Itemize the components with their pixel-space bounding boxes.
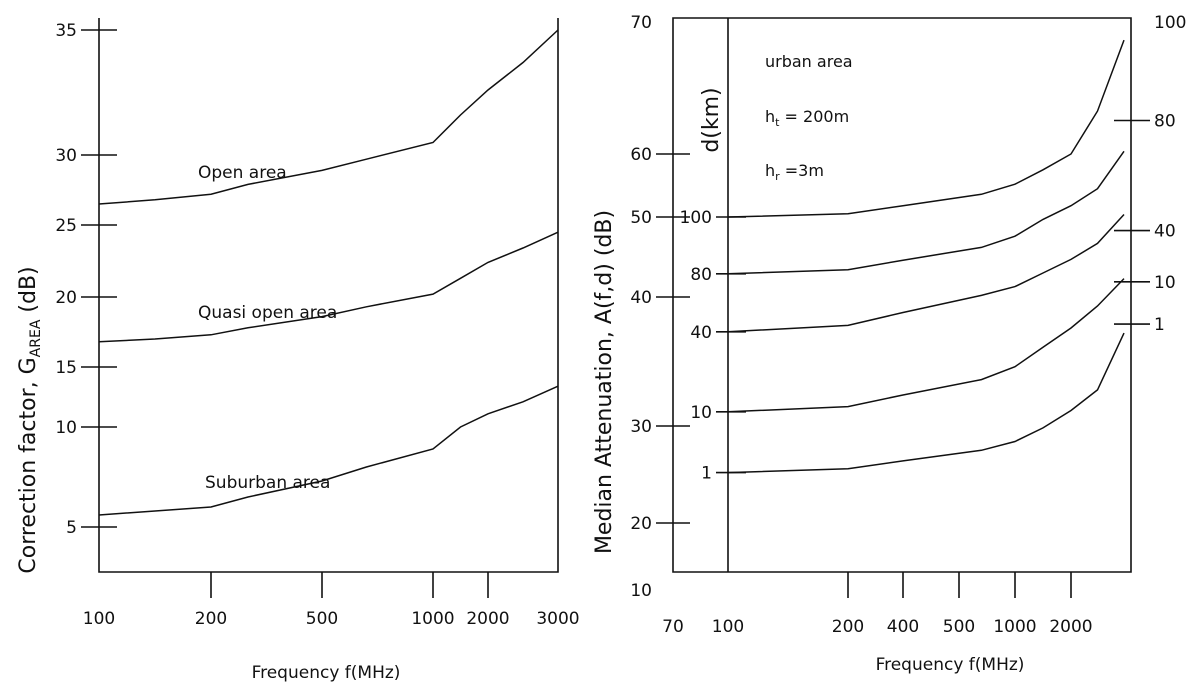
chart1-x-tick-label: 2000 (466, 609, 509, 629)
chart2-curve-d-40 (727, 213, 1125, 333)
chart2-right-tick-label: 1 (1154, 315, 1165, 335)
chart1-y-tick-label: 20 (55, 288, 77, 308)
chart2-y-axis-label: Median Attenuation, A(f,d) (dB) (592, 210, 617, 554)
chart2-y-tick-label: 60 (630, 145, 652, 165)
chart1-x-tick-label: 100 (83, 609, 115, 629)
chart1-y-tick-label: 5 (66, 518, 77, 538)
chart1-ylabel-main: Correction factor, G (16, 357, 41, 573)
chart2-x-tick-label: 1000 (993, 617, 1036, 637)
chart2-y-tick-label: 10 (630, 581, 652, 601)
chart2-d-label: 40 (690, 323, 712, 343)
chart2-curve-d-1 (727, 332, 1125, 474)
chart1-curve-quasi-open-area (98, 231, 559, 343)
chart2-right-tick-label: 80 (1154, 112, 1176, 132)
chart2-y-tick-label: 40 (630, 288, 652, 308)
annotation-ht-sub: t (775, 116, 780, 129)
chart2-x-tick-label: 200 (832, 617, 864, 637)
chart2-d-km-label: d(km) (699, 87, 724, 152)
chart1-y-tick-label: 10 (55, 418, 77, 438)
chart2-y-tick-label: 50 (630, 208, 652, 228)
chart2-x-axis-label: Frequency f(MHz) (876, 655, 1025, 675)
annotation-ht-value: = 200m (779, 107, 849, 126)
chart2-x-tick-label: 70 (662, 617, 684, 637)
chart2-right-ticks: 100 80 40 10 1 (1114, 13, 1186, 335)
chart2-x-tick-label: 2000 (1049, 617, 1092, 637)
chart1-x-axis-label: Frequency f(MHz) (252, 663, 401, 683)
chart1-x-ticks: 100 200 500 1000 2000 3000 (83, 572, 580, 629)
annotation-urban-area: urban area (765, 52, 853, 71)
chart1-y-tick-label: 30 (55, 146, 77, 166)
chart1-x-tick-label: 1000 (411, 609, 454, 629)
annotation-hr-value: =3m (780, 161, 824, 180)
chart2-d-label: 10 (690, 403, 712, 423)
chart2-right-tick-label: 100 (1154, 13, 1186, 33)
annotation-hr-main: h (765, 161, 775, 180)
annotation-ht-main: h (765, 107, 775, 126)
chart2-d-label: 80 (690, 265, 712, 285)
chart2-distance-labels: 100 80 40 10 1 (680, 208, 746, 484)
chart2-curves (727, 39, 1125, 474)
chart1-y-tick-label: 25 (55, 216, 77, 236)
chart1-x-tick-label: 500 (306, 609, 338, 629)
chart1-curve-suburban-area (98, 385, 559, 516)
chart2-y-tick-label: 70 (630, 13, 652, 33)
chart1-ylabel-unit: (dB) (16, 266, 41, 319)
annotation-ht: ht = 200m (765, 107, 849, 129)
chart2-right-tick-label: 10 (1154, 273, 1176, 293)
chart2-y-tick-label: 30 (630, 417, 652, 437)
chart1-y-ticks: 5 10 15 20 25 30 35 (55, 21, 117, 538)
chart2-d-label: 100 (680, 208, 712, 228)
chart2-curve-d-100 (727, 39, 1125, 218)
chart1-frame (98, 18, 559, 573)
chart1-x-tick-label: 200 (195, 609, 227, 629)
chart2-frame (672, 17, 1132, 573)
series-label-open-area: Open area (198, 163, 287, 183)
annotation-hr: hr =3m (765, 161, 824, 183)
chart2-curve-d-10 (727, 278, 1125, 413)
series-label-suburban-area: Suburban area (205, 473, 330, 493)
chart2-y-ticks: 10 20 30 40 50 60 70 (630, 13, 690, 601)
chart1-y-axis-label: Correction factor, GAREA (dB) (16, 266, 44, 573)
chart1-curves (98, 29, 559, 516)
chart1-curve-open-area (98, 29, 559, 205)
chart2-right-tick-label: 40 (1154, 222, 1176, 242)
series-label-quasi-open-area: Quasi open area (198, 303, 337, 323)
chart2-d-label: 1 (701, 464, 712, 484)
chart2-y-tick-label: 20 (630, 514, 652, 534)
chart2-x-ticks: 70 100 200 400 500 1000 2000 (662, 572, 1093, 637)
chart1-x-tick-label: 3000 (536, 609, 579, 629)
median-attenuation-chart: 10 20 30 40 50 60 70 70 100 200 400 500 1000 2000 10… (592, 13, 1186, 675)
chart2-curve-d-80 (727, 150, 1125, 275)
chart1-y-tick-label: 15 (55, 358, 77, 378)
chart1-y-tick-label: 35 (55, 21, 77, 41)
correction-factor-chart: 5 10 15 20 25 30 35 100 200 500 1000 2000 3000 Open… (16, 18, 580, 683)
chart1-ylabel-sub: AREA (28, 319, 44, 357)
chart2-x-tick-label: 100 (712, 617, 744, 637)
annotation-hr-sub: r (775, 170, 780, 183)
chart2-x-tick-label: 500 (943, 617, 975, 637)
chart2-x-tick-label: 400 (887, 617, 919, 637)
